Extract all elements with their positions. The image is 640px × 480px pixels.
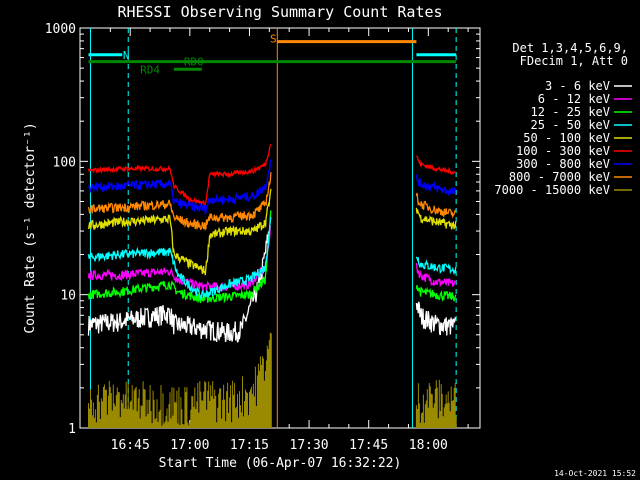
x-tick-label: 17:15 [230,438,269,453]
series-line [87,210,272,304]
series-line [415,262,457,288]
flag-label: N [123,49,130,62]
y-tick-label: 1 [68,422,76,437]
series-line [87,231,270,343]
series-line [415,256,457,276]
series-line [415,301,457,336]
x-axis-label: Start Time (06-Apr-07 16:32:22) [159,456,402,471]
series-line [87,143,272,207]
legend-label: 100 - 300 keV [516,144,610,158]
series-line [415,284,457,303]
series-line [87,216,272,300]
flag-label: RD4 [140,63,160,76]
y-axis-label: Count Rate (s⁻¹ detector⁻¹) [23,122,38,333]
legend-label: 25 - 50 keV [531,118,610,132]
series-line [415,379,457,428]
flag-label: S [270,33,277,46]
x-tick-label: 17:30 [290,438,329,453]
plot-frame [79,27,481,429]
y-tick-label: 10 [60,289,76,304]
series-line [87,188,272,276]
series-line [415,192,457,219]
y-tick-label: 1000 [45,22,76,37]
legend-label: 12 - 25 keV [531,105,610,119]
legend: Det 1,3,4,5,6,9,FDecim 1, Att 0 3 - 6 keV… [494,41,632,197]
series-line [87,225,272,292]
legend-label: 6 - 12 keV [538,92,610,106]
y-tick-label: 100 [53,155,76,170]
legend-header: Det 1,3,4,5,6,9, [512,41,628,55]
legend-header: FDecim 1, Att 0 [520,54,628,68]
x-tick-label: 16:45 [111,438,150,453]
legend-label: 50 - 100 keV [523,131,610,145]
series-line [87,159,272,216]
legend-label: 300 - 800 keV [516,157,610,171]
legend-label: 7000 - 15000 keV [494,183,610,197]
timestamp: 14-Oct-2021 15:52 [554,469,636,478]
x-tick-label: 17:45 [349,438,388,453]
plot-area: 1 10 100 1000 16:45 17:00 17:15 17:30 17:45 18:00… [45,22,481,453]
chart-title: RHESSI Observing Summary Count Rates [117,3,442,21]
legend-label: 800 - 7000 keV [509,170,610,184]
series-line [87,172,272,231]
series-line [415,174,457,196]
x-tick-label: 17:00 [170,438,209,453]
flag-label: RD0 [184,56,204,69]
series-line [415,155,457,176]
series-line [415,207,457,230]
series-line [88,332,272,428]
x-tick-label: 18:00 [409,438,448,453]
legend-label: 3 - 6 keV [545,79,610,93]
